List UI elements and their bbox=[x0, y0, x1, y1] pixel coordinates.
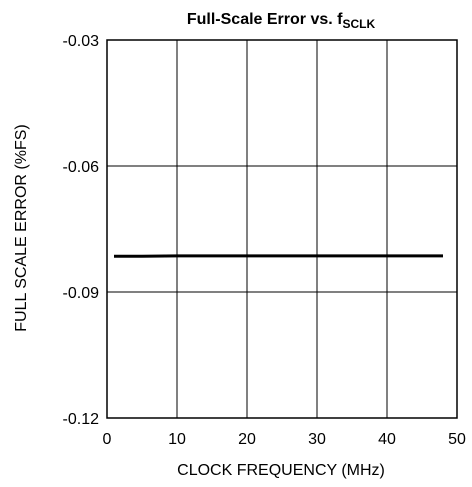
grid bbox=[107, 40, 457, 418]
y-tick-label: -0.12 bbox=[63, 411, 100, 428]
y-tick-label: -0.03 bbox=[63, 33, 100, 50]
x-tick-label: 30 bbox=[308, 431, 326, 448]
x-tick-label: 50 bbox=[448, 431, 466, 448]
y-tick-label: -0.06 bbox=[63, 159, 100, 176]
y-axis-label: FULL SCALE ERROR (%FS) bbox=[13, 124, 30, 331]
y-tick-label: -0.09 bbox=[63, 285, 100, 302]
x-tick-label: 40 bbox=[378, 431, 396, 448]
plot-frame bbox=[106, 39, 458, 419]
x-tick-label: 0 bbox=[103, 431, 112, 448]
x-tick-label: 20 bbox=[238, 431, 256, 448]
x-tick-label: 10 bbox=[168, 431, 186, 448]
x-axis-label: CLOCK FREQUENCY (MHz) bbox=[177, 462, 385, 479]
chart-title: Full-Scale Error vs. fSCLK bbox=[187, 11, 376, 31]
x-tick-labels: 0 10 20 30 40 50 bbox=[103, 431, 466, 448]
chart-title-subscript: SCLK bbox=[342, 17, 375, 31]
chart-title-main: Full-Scale Error vs. f bbox=[187, 11, 343, 28]
y-tick-labels: -0.03 -0.06 -0.09 -0.12 bbox=[63, 33, 100, 428]
